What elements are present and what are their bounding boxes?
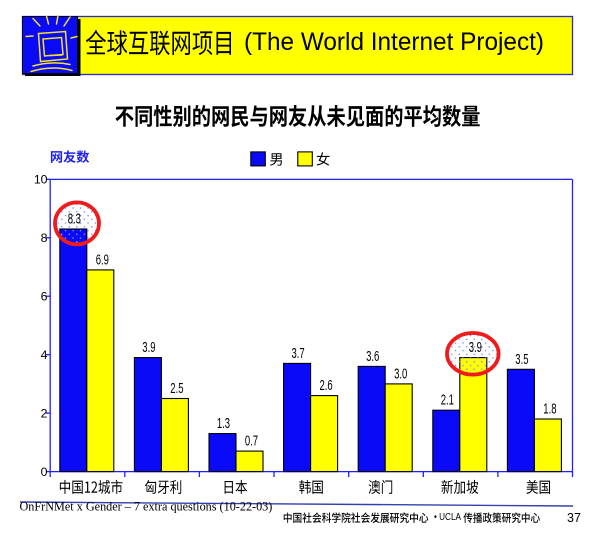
- svg-text:2.6: 2.6: [320, 378, 333, 394]
- svg-text:8.3: 8.3: [68, 212, 81, 228]
- svg-text:2.5: 2.5: [170, 381, 183, 397]
- svg-text:3.7: 3.7: [292, 346, 305, 362]
- svg-text:0.7: 0.7: [245, 434, 258, 450]
- svg-text:4: 4: [41, 348, 48, 362]
- svg-text:37: 37: [567, 511, 581, 525]
- svg-text:3.6: 3.6: [366, 349, 379, 365]
- svg-text:0: 0: [41, 465, 48, 479]
- svg-text:6: 6: [41, 290, 48, 304]
- svg-text:3.0: 3.0: [394, 366, 407, 382]
- svg-text:OnFrNMet x Gender – 7 extra qu: OnFrNMet x Gender – 7 extra questions (1…: [20, 500, 273, 514]
- svg-text:2.1: 2.1: [441, 393, 454, 409]
- svg-text:1.8: 1.8: [543, 402, 556, 418]
- svg-text:8: 8: [41, 231, 48, 245]
- svg-text:• UCLA: • UCLA: [434, 512, 461, 523]
- svg-text:(The World Internet Project): (The World Internet Project): [244, 29, 544, 56]
- svg-text:3.9: 3.9: [142, 340, 155, 356]
- svg-text:3.5: 3.5: [515, 352, 528, 368]
- svg-text:1.3: 1.3: [217, 416, 230, 432]
- svg-text:6.9: 6.9: [96, 252, 109, 268]
- svg-text:10: 10: [34, 173, 48, 187]
- svg-text:3.9: 3.9: [469, 340, 482, 356]
- svg-text:2: 2: [41, 407, 48, 421]
